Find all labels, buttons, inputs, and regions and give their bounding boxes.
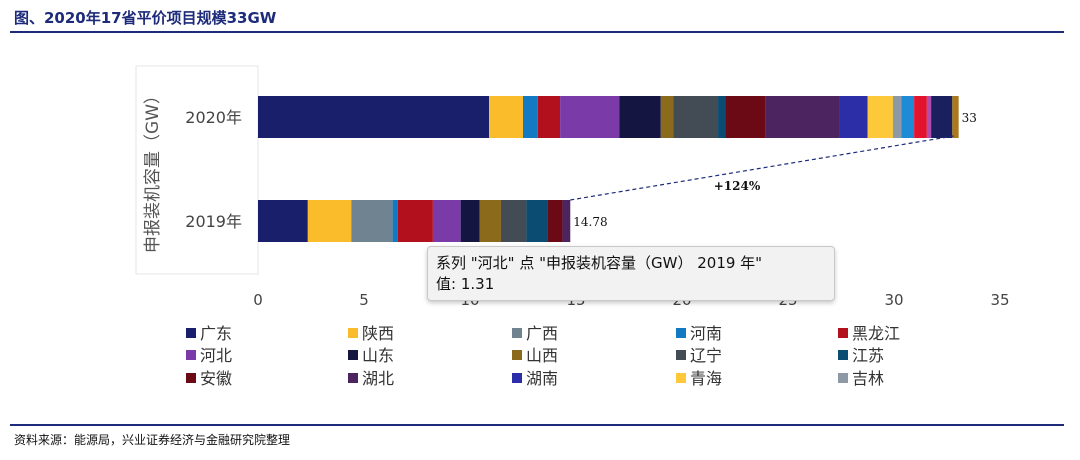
- legend-label: 河北: [200, 346, 232, 365]
- growth-connector: [570, 135, 954, 201]
- y-axis-title-box: [135, 65, 259, 275]
- legend-label: 山西: [526, 346, 558, 365]
- legend-label: 青海: [690, 369, 722, 388]
- bar-segment: [619, 96, 661, 138]
- bar-segment: [725, 96, 766, 138]
- x-tick-label: 30: [884, 291, 903, 309]
- x-tick-label: 35: [990, 291, 1009, 309]
- legend-swatch: [838, 350, 848, 360]
- bar-segment: [660, 96, 674, 138]
- source-note: 资料来源：能源局，兴业证券经济与金融研究院整理: [14, 433, 291, 447]
- bar-segment: [926, 96, 932, 138]
- footer-divider: [10, 424, 1064, 426]
- bar-segment: [914, 96, 927, 138]
- bar-segment: [839, 96, 868, 138]
- legend-swatch: [348, 328, 358, 338]
- bar-segment: [489, 96, 523, 138]
- bar-segment: [460, 200, 480, 242]
- legend-swatch: [838, 328, 848, 338]
- bar-segment: [562, 200, 571, 242]
- bar-segment: [952, 96, 959, 138]
- stacked-bar-chart: 申报装机容量（GW）2020年2019年3314.78+124%05101520…: [135, 65, 1010, 388]
- total-label: 33: [962, 111, 977, 125]
- legend-swatch: [186, 350, 196, 360]
- bar-segment: [307, 200, 352, 242]
- legend-swatch: [676, 350, 686, 360]
- bar-segment: [537, 96, 561, 138]
- bar-segment: [392, 200, 398, 242]
- legend-label: 山东: [362, 346, 394, 365]
- bar-segment: [560, 96, 620, 138]
- legend-label: 辽宁: [690, 346, 722, 365]
- bar-segment: [351, 200, 393, 242]
- tooltip-series-line: 系列 "河北" 点 "申报装机容量（GW） 2019 年": [436, 254, 763, 272]
- legend-label: 湖北: [362, 369, 394, 388]
- legend-label: 陕西: [362, 324, 394, 343]
- bar-segment: [765, 96, 840, 138]
- legend-label: 黑龙江: [852, 324, 900, 343]
- legend-swatch: [186, 373, 196, 383]
- bar-segment: [718, 96, 726, 138]
- legend-swatch: [512, 350, 522, 360]
- legend-label: 广东: [200, 324, 232, 343]
- bar-segment: [479, 200, 501, 242]
- legend-swatch: [838, 373, 848, 383]
- chart-title: 图、2020年17省平价项目规模33GW: [14, 9, 277, 27]
- legend-swatch: [512, 373, 522, 383]
- legend-swatch: [512, 328, 522, 338]
- bar-segment: [258, 96, 490, 138]
- category-label: 2019年: [185, 212, 242, 231]
- bar-segment: [547, 200, 563, 242]
- legend-label: 广西: [526, 324, 558, 343]
- bar-segment: [931, 96, 953, 138]
- bar-segment: [673, 96, 719, 138]
- legend-label: 湖南: [526, 369, 558, 388]
- tooltip-value-label: 值:: [436, 275, 457, 293]
- x-tick-label: 0: [253, 291, 263, 309]
- tooltip-value-line: 值: 1.31: [436, 274, 826, 295]
- bar-segment: [500, 200, 527, 242]
- bar-segment: [258, 200, 308, 242]
- bar-segment: [397, 200, 433, 242]
- legend-swatch: [676, 373, 686, 383]
- bar-segment: [432, 200, 461, 242]
- bar-segment: [901, 96, 915, 138]
- growth-annotation: +124%: [714, 179, 761, 193]
- data-tooltip: 系列 "河北" 点 "申报装机容量（GW） 2019 年" 值: 1.31: [427, 246, 835, 301]
- legend-label: 江苏: [852, 346, 884, 365]
- legend-swatch: [676, 328, 686, 338]
- legend-swatch: [186, 328, 196, 338]
- total-label: 14.78: [573, 215, 607, 229]
- tooltip-value: 1.31: [460, 275, 495, 293]
- legend-label: 吉林: [852, 369, 884, 388]
- bar-segment: [867, 96, 893, 138]
- bar-segment: [523, 96, 538, 138]
- category-label: 2020年: [185, 108, 242, 127]
- legend-label: 安徽: [200, 369, 232, 388]
- legend-swatch: [348, 350, 358, 360]
- x-tick-label: 5: [359, 291, 369, 309]
- legend-swatch: [348, 373, 358, 383]
- bar-segment: [526, 200, 548, 242]
- bar-segment: [892, 96, 902, 138]
- y-axis-title: 申报装机容量（GW）: [143, 87, 163, 253]
- legend-label: 河南: [690, 324, 722, 343]
- title-underline: [10, 31, 1064, 33]
